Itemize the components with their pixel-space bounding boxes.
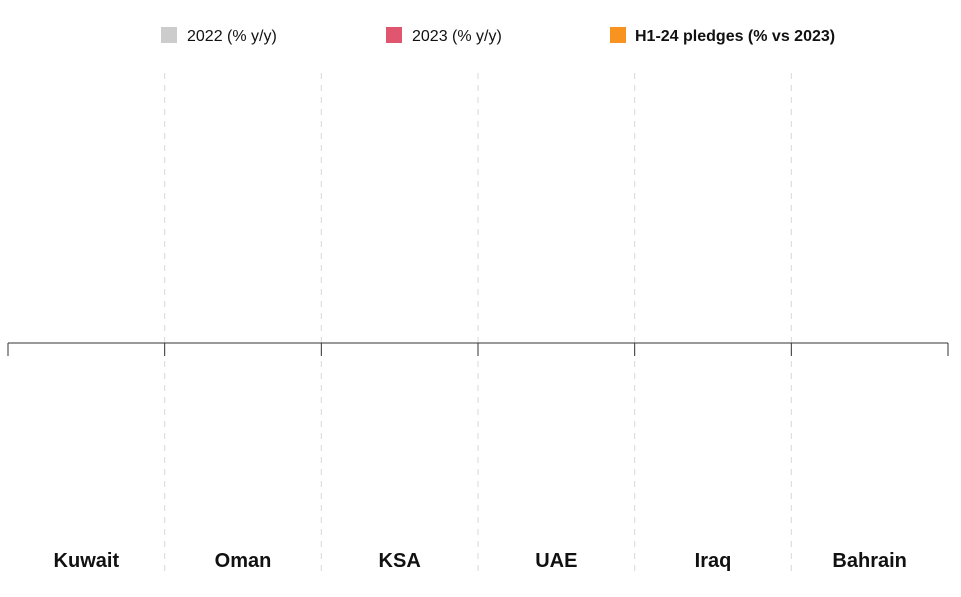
category-label-bahrain: Bahrain (832, 550, 906, 572)
category-label-kuwait: Kuwait (54, 550, 120, 572)
gridlines (164, 73, 792, 572)
legend-swatch-h1-24 (610, 27, 626, 43)
legend-label-2022: 2022 (% y/y) (187, 28, 277, 45)
legend-swatch-2022 (161, 27, 177, 43)
legend-label-2023: 2023 (% y/y) (412, 28, 502, 45)
legend-swatch-2023 (386, 27, 402, 43)
category-label-uae: UAE (535, 550, 577, 572)
legend: 2022 (% y/y) 2023 (% y/y) H1-24 pledges … (161, 27, 835, 45)
category-label-ksa: KSA (379, 550, 421, 572)
x-axis (7, 342, 949, 356)
category-labels: Kuwait Oman KSA UAE Iraq Bahrain (54, 550, 907, 572)
legend-label-h1-24: H1-24 pledges (% vs 2023) (635, 28, 835, 45)
category-label-oman: Oman (215, 550, 272, 572)
category-label-iraq: Iraq (695, 550, 732, 572)
